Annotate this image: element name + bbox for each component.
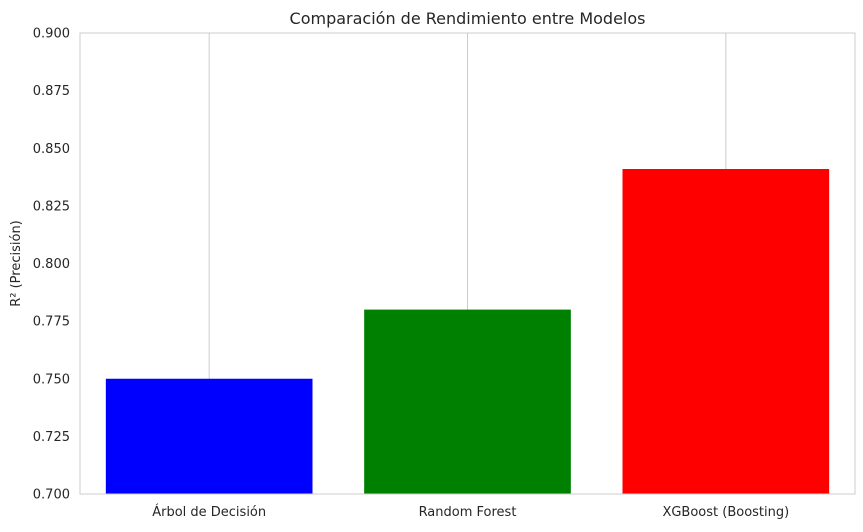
y-tick-label: 0.875: [33, 84, 70, 99]
plot-frame: [79, 32, 856, 495]
y-tick-label: 0.850: [33, 142, 70, 157]
y-tick-label: 0.775: [33, 315, 70, 330]
y-tick-label: 0.700: [33, 488, 70, 503]
y-tick-label: 0.825: [33, 199, 70, 214]
chart-title: Comparación de Rendimiento entre Modelos: [290, 9, 646, 28]
x-tick-labels: Árbol de Decisión Random Forest XGBoost (B…: [152, 504, 789, 520]
x-tick-label: XGBoost (Boosting): [662, 505, 789, 520]
bar-1: [105, 378, 313, 494]
y-tick-label: 0.725: [33, 430, 70, 445]
y-tick-label: 0.750: [33, 372, 70, 387]
bars: [105, 168, 830, 494]
bar-2: [364, 309, 571, 494]
y-tick-label: 0.800: [33, 257, 70, 272]
x-tick-label: Árbol de Decisión: [152, 504, 266, 520]
y-axis-label: R² (Precisión): [9, 220, 24, 307]
bar-3: [622, 168, 830, 494]
y-tick-label: 0.900: [33, 27, 70, 42]
y-tick-labels: 0.700 0.725 0.750 0.775 0.800 0.825 0.850 0.875…: [33, 27, 70, 503]
x-tick-label: Random Forest: [419, 505, 517, 520]
